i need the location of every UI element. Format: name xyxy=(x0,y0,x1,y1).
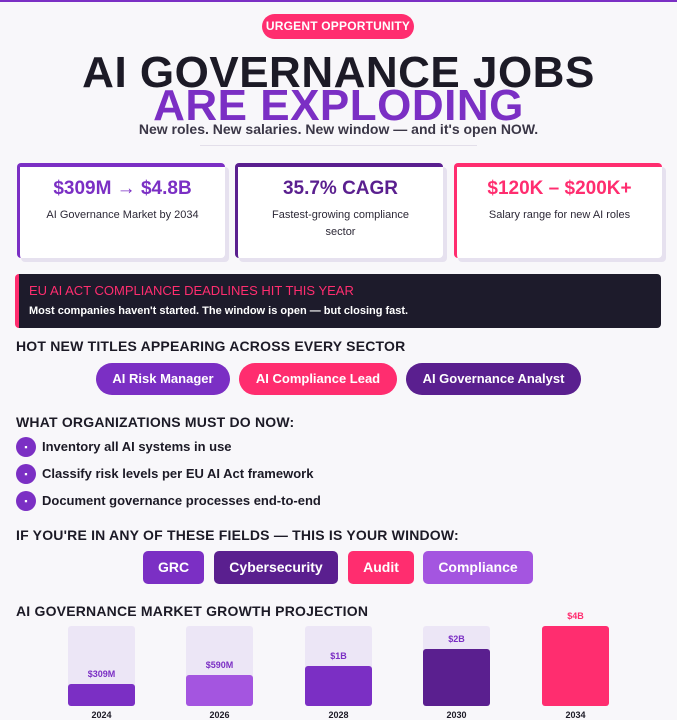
stat-label: Salary range for new AI roles xyxy=(488,209,631,221)
bullet-icon: ▪ xyxy=(16,464,36,484)
headline-line-1: AI GOVERNANCE JOBS xyxy=(82,48,595,97)
bullet-icon: ▪ xyxy=(16,491,36,511)
stat-card-market: $309M → $4.8B AI Governance Market by 20… xyxy=(17,163,225,258)
chart-bar-2030 xyxy=(423,649,490,706)
bullet-icon: ▪ xyxy=(16,437,36,457)
title-pill-ai-compliance-lead: AI Compliance Lead xyxy=(239,363,397,395)
chart-bar-2026 xyxy=(186,675,253,706)
title-pill-ai-governance-analyst: AI Governance Analyst xyxy=(406,363,581,395)
alert-heading: EU AI ACT COMPLIANCE DEADLINES HIT THIS … xyxy=(29,283,354,298)
chart-x-tick-label: 2028 xyxy=(328,710,349,720)
stat-card-salary: $120K – $200K+ Salary range for new AI r… xyxy=(454,163,662,258)
chart-data-label: $4B xyxy=(567,611,584,621)
title-pill-ai-risk-manager: AI Risk Manager xyxy=(96,363,230,395)
field-tag-cybersecurity: Cybersecurity xyxy=(214,551,338,584)
action-item-text: Document governance processes end-to-end xyxy=(42,493,321,508)
chart-x-tick-label: 2024 xyxy=(91,710,112,720)
actions-heading: WHAT ORGANIZATIONS MUST DO NOW: xyxy=(16,414,295,430)
eu-ai-act-alert: EU AI ACT COMPLIANCE DEADLINES HIT THIS … xyxy=(15,274,661,328)
chart-bar-2028 xyxy=(305,666,372,706)
titles-heading: HOT NEW TITLES APPEARING ACROSS EVERY SE… xyxy=(16,338,406,354)
chart-data-label: $590M xyxy=(205,660,234,671)
field-tag-audit: Audit xyxy=(348,551,414,584)
chart-x-tick-label: 2034 xyxy=(565,710,586,720)
chart-bar-2024 xyxy=(68,683,135,706)
alert-body: Most companies haven't started. The wind… xyxy=(29,305,409,317)
chart-x-tick-label: 2026 xyxy=(209,710,230,720)
chart-data-label: $2B xyxy=(448,634,465,645)
chart-bar-2034 xyxy=(542,626,609,706)
field-tag-grc: GRC xyxy=(143,551,204,584)
stat-card-cagr: 35.7% CAGR Fastest-growing compliance se… xyxy=(235,163,443,258)
top-accent-line xyxy=(0,0,677,2)
fields-heading: IF YOU'RE IN ANY OF THESE FIELDS — THIS … xyxy=(16,527,459,543)
urgent-badge: URGENT OPPORTUNITY xyxy=(262,14,414,39)
stat-label: AI Governance Market by 2034 xyxy=(46,209,199,221)
action-item-text: Classify risk levels per EU AI Act frame… xyxy=(42,466,314,481)
action-item-text: Inventory all AI systems in use xyxy=(42,439,232,454)
stat-value: $120K – $200K+ xyxy=(487,178,632,199)
chart-x-tick-label: 2030 xyxy=(446,710,467,720)
stat-label: Fastest-growing compliance sector xyxy=(272,209,409,238)
chart-title: AI GOVERNANCE MARKET GROWTH PROJECTION xyxy=(16,603,369,619)
headline-line-2: ARE EXPLODING xyxy=(153,81,524,130)
chart-data-label: $309M xyxy=(87,668,116,679)
stat-value: 35.7% CAGR xyxy=(282,178,399,199)
chart-data-label: $1B xyxy=(330,651,347,661)
header-divider xyxy=(200,145,477,146)
field-tag-compliance: Compliance xyxy=(423,551,533,584)
stat-value: $309M → $4.8B xyxy=(53,178,192,199)
subtitle: New roles. New salaries. New window — an… xyxy=(138,121,539,137)
